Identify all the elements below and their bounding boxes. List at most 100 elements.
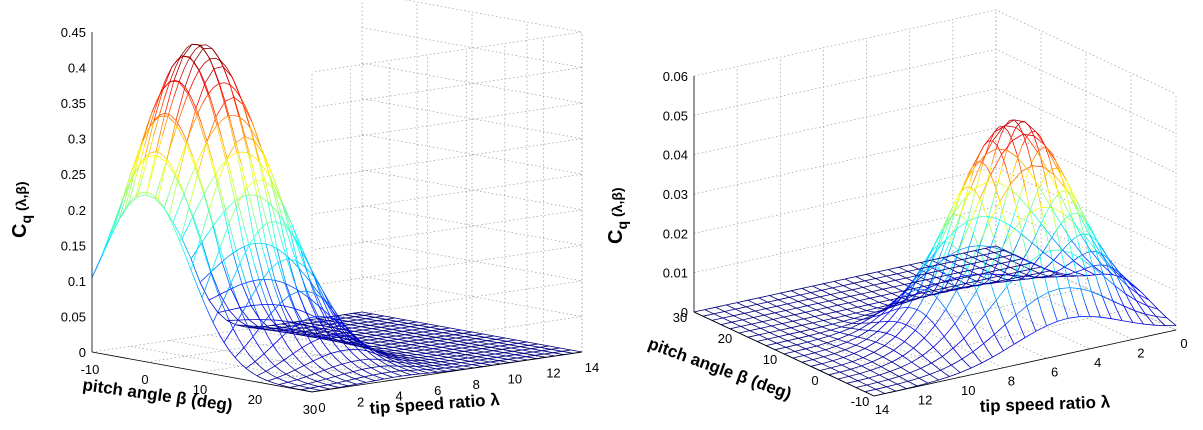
surface-segment — [821, 326, 827, 329]
surface-segment — [1021, 264, 1026, 268]
surface-segment — [1092, 267, 1099, 283]
surface-segment — [219, 247, 226, 267]
surface-segment — [1031, 165, 1037, 186]
surface-segment — [958, 272, 963, 276]
surface-segment — [1018, 259, 1024, 270]
surface-segment — [1151, 311, 1157, 317]
surface-segment — [1011, 244, 1018, 255]
surface-segment — [290, 321, 301, 330]
surface-segment — [845, 312, 856, 316]
surface-segment — [368, 338, 379, 341]
surface-segment — [954, 197, 966, 212]
surface-segment — [814, 352, 820, 356]
surface-segment — [272, 304, 283, 321]
surface-segment — [992, 140, 998, 146]
surface-segment — [133, 165, 140, 187]
surface-segment — [371, 326, 382, 330]
surface-segment — [241, 164, 248, 188]
surface-segment — [463, 349, 474, 352]
surface-segment — [275, 221, 282, 241]
surface-segment — [918, 266, 930, 270]
surface-segment — [808, 357, 813, 360]
surface-segment — [435, 335, 446, 338]
surface-segment — [881, 384, 887, 388]
surface-segment — [454, 350, 465, 354]
surface-segment — [1053, 174, 1065, 188]
surface-segment — [1128, 314, 1134, 323]
surface-segment — [853, 348, 866, 354]
surface-segment — [751, 321, 763, 325]
surface-segment — [273, 326, 284, 329]
surface-segment — [251, 121, 262, 148]
surface-segment — [421, 344, 432, 348]
surface-segment — [322, 382, 329, 386]
surface-segment — [407, 321, 418, 324]
z-gridline — [311, 62, 583, 144]
surface-segment — [882, 350, 894, 358]
surface-segment — [168, 178, 179, 218]
surface-segment — [894, 308, 900, 311]
surface-segment — [233, 114, 240, 118]
surface-segment — [245, 367, 252, 373]
surface-segment — [218, 83, 229, 117]
z-tick-label: 0.4 — [68, 61, 86, 76]
surface-segment — [314, 327, 325, 337]
surface-segment — [176, 125, 187, 144]
surface-segment — [264, 168, 271, 178]
surface-segment — [889, 367, 902, 372]
surface-segment — [830, 291, 842, 295]
surface-segment — [438, 356, 449, 359]
surface-segment — [990, 154, 1002, 175]
surface-segment — [245, 280, 252, 298]
surface-segment — [1070, 271, 1076, 274]
surface-segment — [765, 305, 777, 309]
surface-segment — [1155, 316, 1161, 322]
surface-segment — [776, 305, 782, 309]
surface-segment — [292, 322, 303, 333]
surface-segment — [969, 267, 980, 271]
surface-segment — [1004, 324, 1011, 336]
surface-segment — [918, 374, 930, 379]
surface-segment — [996, 279, 1007, 283]
surface-segment — [1048, 273, 1060, 277]
surface-segment — [722, 317, 728, 321]
surface-segment — [365, 380, 376, 383]
surface-segment — [181, 227, 188, 239]
surface-segment — [775, 327, 781, 331]
surface-segment — [308, 315, 319, 319]
surface-segment — [390, 370, 401, 373]
surface-segment — [786, 325, 792, 329]
surface-segment — [957, 353, 963, 360]
surface-segment — [953, 270, 959, 274]
surface-segment — [183, 180, 190, 195]
surface-segment — [394, 348, 405, 351]
surface-segment — [846, 341, 852, 344]
surface-segment — [936, 255, 948, 265]
surface-segment — [943, 336, 949, 343]
surface-segment — [715, 304, 727, 308]
surface-segment — [1015, 305, 1028, 316]
surface-segment — [895, 279, 901, 283]
surface-segment — [1084, 303, 1091, 317]
surface-segment — [177, 178, 184, 193]
surface-segment — [322, 290, 333, 311]
surface-segment — [147, 154, 158, 157]
surface-segment — [817, 335, 830, 340]
surface-segment — [1117, 311, 1123, 321]
surface-segment — [1082, 259, 1094, 268]
surface-segment — [217, 312, 228, 321]
surface-segment — [457, 339, 468, 342]
surface-segment — [800, 328, 811, 333]
z-gridline — [311, 98, 583, 180]
surface-segment — [820, 311, 826, 315]
surface-segment — [907, 289, 920, 308]
surface-segment — [153, 89, 164, 121]
surface-segment — [990, 262, 1002, 267]
surface-segment — [254, 243, 265, 280]
surface-segment — [405, 319, 412, 322]
surface-segment — [781, 308, 786, 311]
surface-segment — [352, 369, 363, 372]
right-surface-mesh — [693, 119, 1177, 397]
surface-segment — [850, 368, 856, 372]
